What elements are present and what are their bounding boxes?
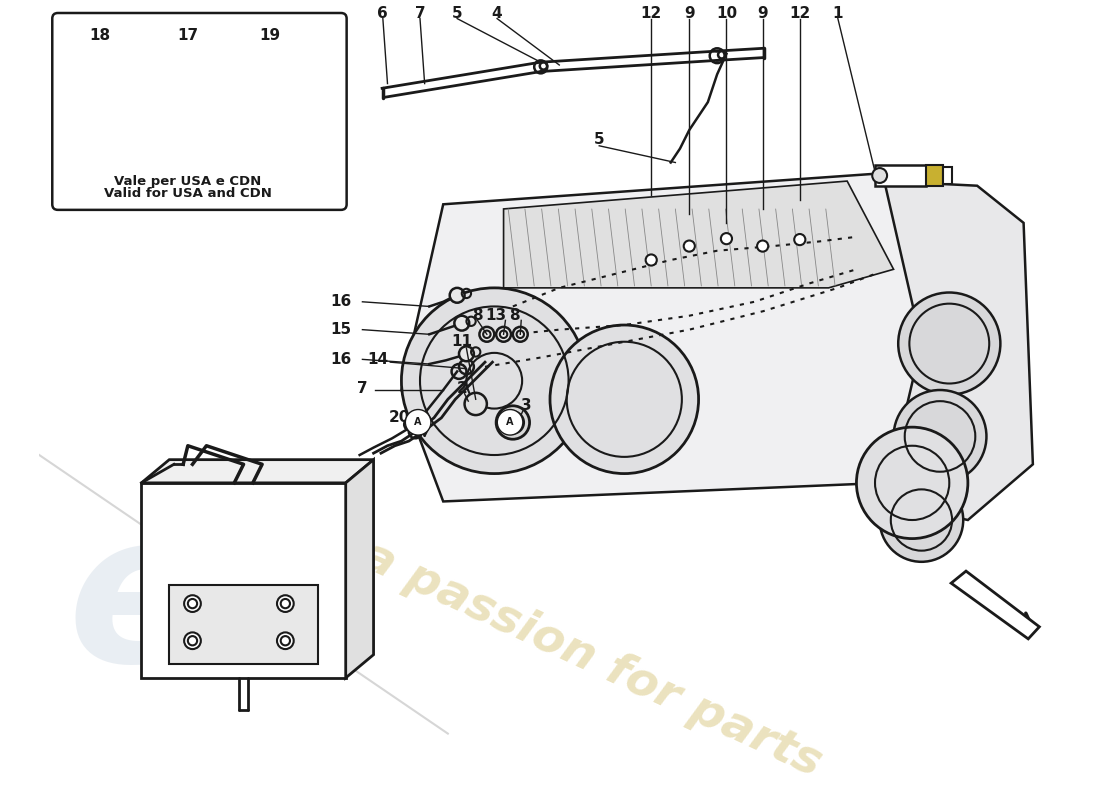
Polygon shape [402, 172, 949, 502]
Text: eu: eu [67, 502, 356, 705]
Circle shape [893, 390, 987, 483]
Text: 9: 9 [684, 6, 694, 22]
Text: 5: 5 [594, 132, 605, 146]
Text: 12: 12 [640, 6, 662, 22]
Text: A: A [506, 418, 514, 427]
Text: 7: 7 [358, 381, 367, 396]
Text: eu: eu [801, 193, 993, 327]
Text: A: A [415, 418, 422, 427]
Text: 11: 11 [451, 334, 472, 350]
Circle shape [454, 316, 470, 330]
Text: 16: 16 [330, 352, 352, 367]
Polygon shape [345, 460, 374, 678]
Circle shape [872, 168, 887, 183]
Text: 4: 4 [492, 6, 503, 22]
Circle shape [684, 241, 695, 252]
Circle shape [646, 254, 657, 266]
Circle shape [550, 325, 698, 474]
Circle shape [720, 233, 732, 244]
Text: 14: 14 [367, 352, 388, 367]
FancyBboxPatch shape [53, 13, 346, 210]
Bar [926, 166, 943, 186]
Circle shape [184, 595, 201, 612]
Circle shape [857, 427, 968, 538]
Circle shape [464, 393, 487, 415]
Circle shape [794, 234, 805, 245]
Circle shape [450, 288, 464, 302]
Circle shape [496, 327, 512, 342]
Circle shape [480, 327, 494, 342]
Text: 12: 12 [789, 6, 811, 22]
Text: a passion for parts: a passion for parts [355, 533, 828, 786]
Text: 2: 2 [456, 381, 468, 396]
Text: 18: 18 [89, 28, 110, 42]
Text: 15: 15 [330, 322, 352, 337]
Text: 8: 8 [472, 308, 483, 323]
Circle shape [277, 595, 294, 612]
Circle shape [496, 406, 529, 439]
Text: 3: 3 [521, 398, 532, 414]
Bar [874, 166, 926, 186]
Bar [169, 585, 318, 664]
Text: 9: 9 [757, 6, 768, 22]
Text: 20: 20 [389, 410, 410, 426]
Text: Valid for USA and CDN: Valid for USA and CDN [103, 186, 272, 200]
Text: 8: 8 [509, 308, 520, 323]
Circle shape [757, 241, 768, 252]
Polygon shape [952, 571, 1040, 639]
Bar [142, 483, 345, 678]
Text: 13: 13 [485, 308, 507, 323]
Text: 17: 17 [177, 28, 198, 42]
Circle shape [459, 346, 474, 362]
Text: Vale per USA e CDN: Vale per USA e CDN [114, 174, 262, 187]
Text: 19: 19 [258, 28, 280, 42]
Polygon shape [504, 181, 893, 288]
Text: 16: 16 [330, 294, 352, 310]
Circle shape [899, 293, 1000, 394]
Circle shape [402, 288, 587, 474]
Circle shape [184, 632, 201, 649]
Circle shape [880, 478, 964, 562]
Text: 1: 1 [833, 6, 843, 22]
Text: 6: 6 [377, 6, 388, 22]
Circle shape [513, 327, 528, 342]
Polygon shape [142, 460, 374, 483]
Circle shape [277, 632, 294, 649]
Polygon shape [884, 181, 1033, 520]
Text: 10: 10 [716, 6, 737, 22]
Text: 5: 5 [452, 6, 462, 22]
Text: 7: 7 [415, 6, 426, 22]
Bar [943, 167, 953, 184]
